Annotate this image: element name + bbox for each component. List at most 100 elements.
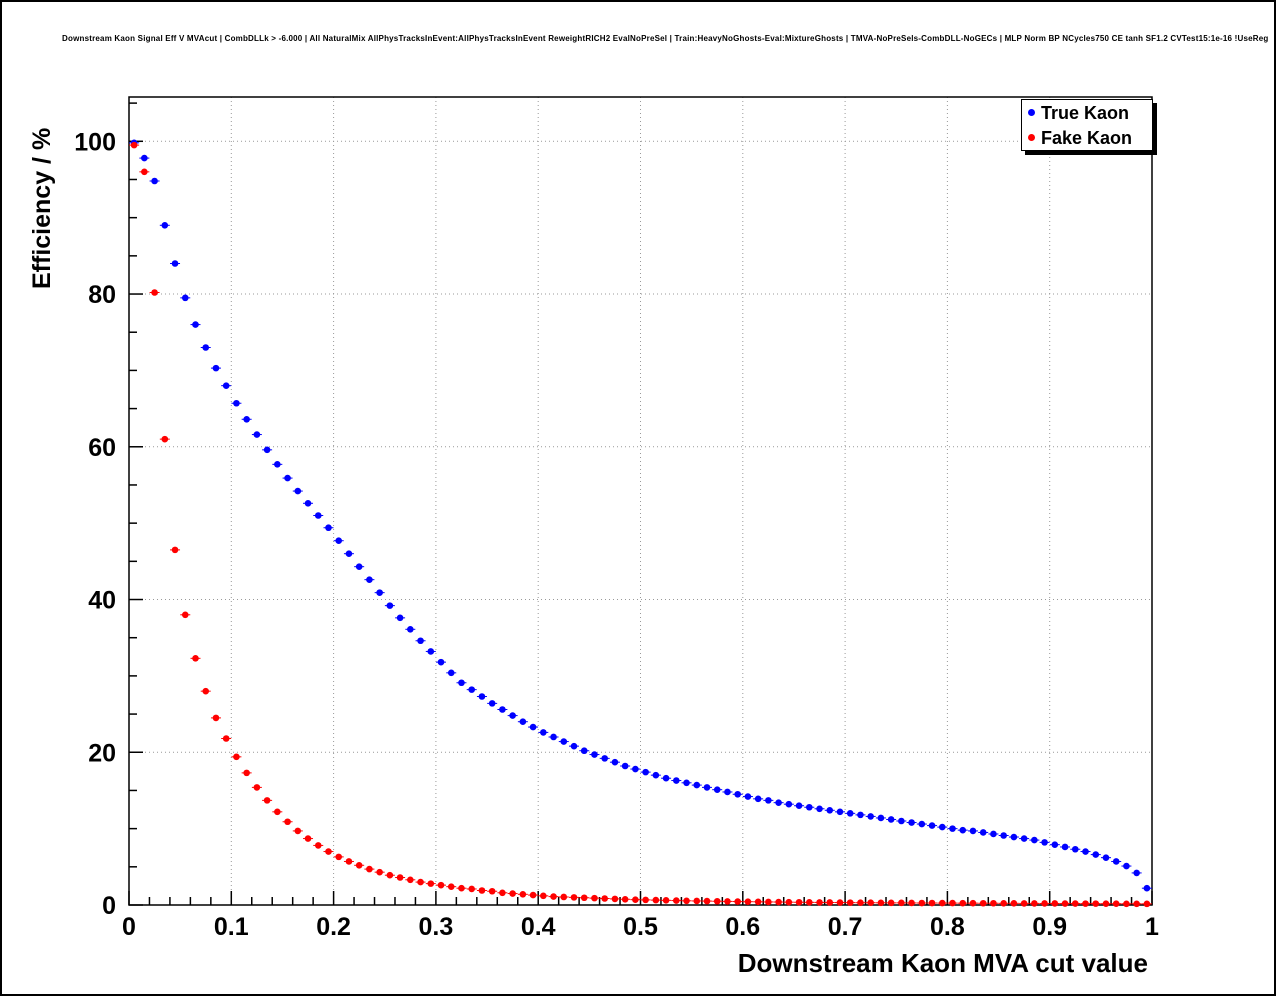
data-point	[724, 788, 731, 796]
data-point	[386, 871, 394, 879]
data-point	[1082, 848, 1089, 855]
data-point	[540, 729, 547, 736]
data-point	[949, 899, 956, 907]
data-point	[673, 777, 680, 784]
data-point	[304, 499, 312, 507]
data-point	[857, 899, 864, 907]
data-point	[775, 898, 782, 906]
data-point	[294, 827, 302, 835]
data-point	[314, 842, 322, 849]
data-point	[427, 648, 435, 655]
data-point	[1000, 900, 1007, 907]
x-tick-label: 0.6	[725, 913, 760, 941]
data-point	[1051, 900, 1059, 907]
y-tick-label: 40	[88, 587, 116, 615]
data-point	[959, 899, 967, 907]
data-point	[1123, 900, 1130, 908]
data-point	[765, 898, 772, 906]
data-point	[161, 435, 169, 443]
data-point	[805, 803, 813, 811]
data-point	[959, 826, 967, 834]
data-point	[683, 897, 690, 905]
data-point	[335, 537, 343, 545]
y-tick-label: 20	[88, 739, 116, 767]
data-point	[1061, 900, 1069, 907]
data-point	[785, 898, 793, 906]
data-point	[816, 805, 823, 813]
data-point	[1020, 835, 1028, 842]
data-point	[284, 818, 291, 826]
data-point	[570, 894, 578, 901]
data-point	[642, 768, 649, 776]
data-point	[867, 899, 874, 907]
data-point	[1031, 836, 1038, 844]
data-point	[550, 893, 557, 900]
data-point	[355, 861, 363, 869]
data-point	[713, 897, 721, 905]
data-point	[898, 817, 905, 825]
data-point	[580, 747, 588, 755]
x-tick-label: 0.1	[214, 913, 249, 941]
data-point	[355, 563, 363, 570]
data-point	[263, 446, 271, 454]
gridlines	[129, 97, 1152, 905]
y-axis-title: Efficiency / %	[28, 127, 56, 289]
data-point	[417, 637, 424, 645]
data-point	[1143, 900, 1151, 908]
data-point	[529, 723, 537, 731]
fake-kaon-marker-icon	[1028, 134, 1035, 141]
data-point	[1071, 900, 1079, 907]
data-point	[1010, 900, 1018, 907]
axis-ticks	[128, 102, 1153, 906]
data-point	[734, 898, 741, 905]
data-point	[181, 294, 189, 302]
legend-item-fake-kaon: Fake Kaon	[1022, 125, 1152, 150]
true-kaon-marker-icon	[1028, 109, 1035, 116]
data-point	[1133, 869, 1140, 877]
data-point	[1051, 841, 1059, 848]
series-true-kaon	[129, 139, 1152, 892]
data-point	[673, 897, 680, 904]
data-point	[908, 899, 915, 907]
tick-labels: 0 0.1 0.2 0.3 0.4 0.5 0.6 0.7 0.8 0.9 1 0 20 40 60 80 10…	[74, 128, 1159, 941]
data-point	[151, 177, 158, 185]
data-point	[396, 614, 404, 622]
data-point	[161, 222, 169, 229]
data-point	[898, 899, 905, 907]
data-point	[222, 382, 230, 389]
data-point	[734, 790, 741, 798]
data-point	[335, 853, 343, 861]
data-point	[990, 830, 997, 838]
data-point	[212, 714, 220, 722]
data-point	[263, 797, 271, 804]
data-point	[1000, 832, 1007, 839]
data-point	[243, 415, 250, 423]
y-tick-label: 60	[88, 434, 116, 462]
data-point	[468, 686, 476, 693]
data-point	[366, 576, 373, 583]
x-tick-label: 0.5	[623, 913, 658, 941]
data-point	[795, 898, 803, 906]
data-point	[181, 611, 189, 619]
y-tick-label: 100	[74, 128, 116, 156]
legend: True Kaon Fake Kaon	[1021, 99, 1153, 151]
data-point	[274, 808, 281, 816]
data-point	[376, 589, 383, 596]
data-point	[427, 880, 435, 887]
data-point	[1041, 839, 1048, 846]
data-point	[447, 669, 455, 677]
data-point	[1133, 900, 1140, 908]
data-point	[519, 891, 527, 898]
data-point	[437, 881, 445, 889]
x-tick-label: 0.4	[521, 913, 556, 941]
data-point	[294, 487, 302, 495]
data-point	[775, 799, 782, 806]
data-point	[1112, 858, 1120, 865]
data-point	[458, 884, 465, 892]
data-point	[570, 742, 578, 750]
data-point	[478, 887, 486, 894]
data-point	[499, 889, 506, 897]
data-point	[662, 897, 670, 904]
data-point	[396, 874, 404, 881]
